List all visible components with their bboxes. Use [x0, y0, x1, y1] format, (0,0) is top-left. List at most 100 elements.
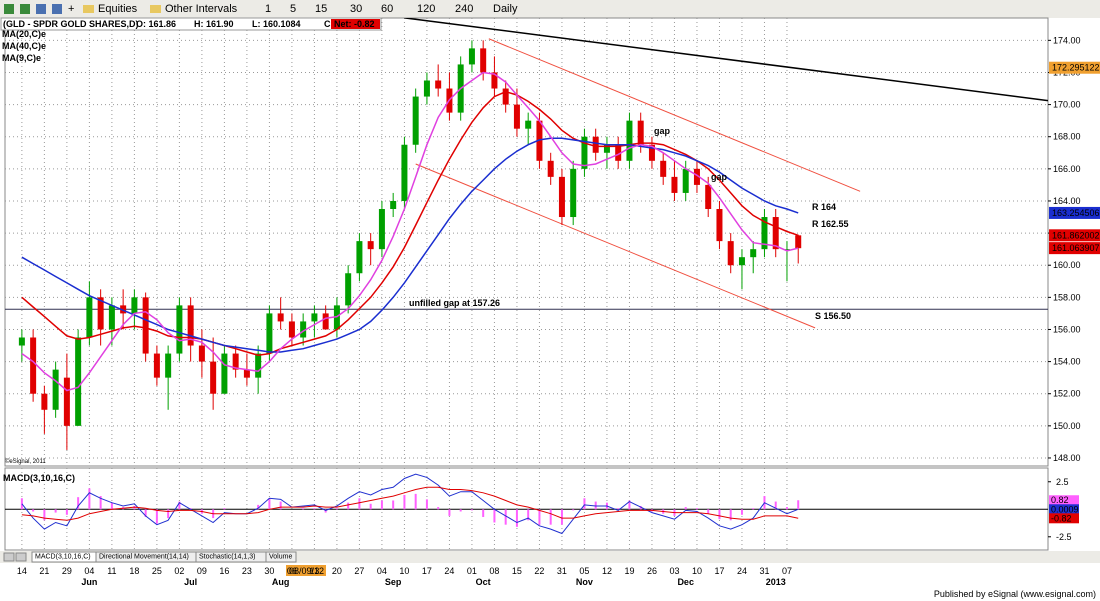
y-tick-label: -2.5: [1056, 532, 1072, 542]
macd-histogram-bar: [594, 501, 597, 510]
x-tick-label: 07: [782, 566, 792, 576]
tab-label[interactable]: MACD(3,10,16,C): [35, 554, 91, 561]
x-tick-label: 16: [219, 566, 229, 576]
y-tick-label: 170.00: [1053, 100, 1081, 110]
macd-histogram-bar: [437, 507, 440, 510]
candle-body: [97, 297, 104, 330]
candle-body: [547, 160, 554, 177]
price-marker-label: 161.063907: [1052, 243, 1100, 253]
scroll-right[interactable]: [15, 552, 27, 562]
candle-body: [63, 377, 70, 426]
price-marker: [1049, 206, 1100, 219]
macd-histogram-bar: [718, 509, 721, 520]
macd-histogram-bar: [527, 509, 530, 521]
candle-body: [435, 80, 442, 89]
candle-body: [243, 369, 250, 378]
toolbar-item[interactable]: 120: [417, 3, 435, 15]
x-tick-label: 01: [467, 566, 477, 576]
toolbar-icon[interactable]: [4, 4, 14, 14]
tab-label[interactable]: Stochastic(14,1,3): [199, 554, 255, 561]
toolbar-item[interactable]: 240: [455, 3, 473, 15]
toolbar-item[interactable]: Equities: [98, 3, 138, 15]
tab-label[interactable]: Directional Movement(14,14): [99, 554, 189, 561]
macd-histogram-bar: [729, 509, 732, 521]
macd-histogram-bar: [785, 507, 788, 510]
quote-net: Net: -0.82: [334, 19, 375, 29]
month-label: Dec: [677, 577, 694, 587]
macd-histogram-bar: [257, 504, 260, 510]
toolbar-item[interactable]: 60: [381, 3, 393, 15]
macd-histogram-bar: [617, 508, 620, 510]
candle-body: [536, 120, 543, 161]
x-tick-label: 04: [377, 566, 387, 576]
candle-body: [322, 313, 329, 330]
toolbar-icon[interactable]: [52, 4, 62, 14]
annotation: R 162.55: [812, 219, 849, 229]
macd-histogram-bar: [538, 509, 541, 525]
y-tick-label: 152.00: [1053, 389, 1081, 399]
candle-body: [423, 80, 430, 97]
x-tick-label: 19: [624, 566, 634, 576]
candle-body: [75, 337, 82, 426]
toolbar-icon[interactable]: +: [68, 3, 74, 15]
y-tick-label: 166.00: [1053, 164, 1081, 174]
macd-histogram-bar: [740, 509, 743, 515]
candle-body: [412, 96, 419, 145]
macd-marker-label: -0.82: [1051, 513, 1072, 523]
macd-histogram-bar: [335, 508, 338, 510]
candle-body: [300, 321, 307, 338]
candle-body: [41, 393, 48, 410]
candle-body: [210, 361, 217, 394]
toolbar-item[interactable]: Other Intervals: [165, 3, 238, 15]
month-label: Nov: [576, 577, 593, 587]
x-tick-label: 03: [669, 566, 679, 576]
candle-body: [761, 217, 768, 250]
price-marker: [1049, 229, 1100, 242]
x-tick-label: 22: [534, 566, 544, 576]
candle-body: [750, 249, 757, 258]
y-tick-label: 154.00: [1053, 357, 1081, 367]
tab-label[interactable]: Volume: [269, 554, 292, 561]
tab[interactable]: [265, 551, 297, 563]
macd-histogram-bar: [628, 500, 631, 510]
candle-body: [131, 297, 138, 314]
toolbar-item[interactable]: 1: [265, 3, 271, 15]
ma-line: [21, 71, 799, 392]
month-label: Sep: [385, 577, 402, 587]
macd-histogram-bar: [369, 503, 372, 510]
x-tick-label: 09: [197, 566, 207, 576]
candle-body: [727, 241, 734, 266]
toolbar-item[interactable]: Daily: [493, 3, 518, 15]
macd-histogram-bar: [110, 502, 113, 510]
annotation: R 164: [812, 202, 836, 212]
macd-histogram-bar: [752, 508, 755, 510]
toolbar-icon[interactable]: [36, 4, 46, 14]
annotation: unfilled gap at 157.26: [409, 298, 500, 308]
toolbar-item[interactable]: 30: [350, 3, 362, 15]
toolbar-item[interactable]: 15: [315, 3, 327, 15]
scroll-left[interactable]: [3, 552, 15, 562]
x-tick-label: 31: [557, 566, 567, 576]
candle-body: [525, 120, 532, 129]
macd-histogram-bar: [155, 509, 158, 524]
macd-line: [21, 473, 799, 535]
macd-marker-label: 0.82: [1051, 495, 1069, 505]
macd-histogram-bar: [572, 509, 575, 511]
candle-body: [232, 353, 239, 370]
candle-body: [255, 353, 262, 378]
ma-line: [21, 90, 799, 356]
candle-body: [221, 353, 228, 394]
month-label: Jun: [81, 577, 97, 587]
toolbar-icon[interactable]: [20, 4, 30, 14]
x-tick-label: 29: [62, 566, 72, 576]
y-tick-label: 160.00: [1053, 260, 1081, 270]
candle-body: [367, 241, 374, 250]
candle-body: [772, 217, 779, 250]
x-tick-label: 25: [152, 566, 162, 576]
candle-body: [615, 144, 622, 161]
month-label: 2013: [766, 577, 786, 587]
y-tick-label: 150.00: [1053, 421, 1081, 431]
macd-histogram-bar: [797, 500, 800, 510]
toolbar-item[interactable]: 5: [290, 3, 296, 15]
macd-line: [21, 486, 799, 521]
